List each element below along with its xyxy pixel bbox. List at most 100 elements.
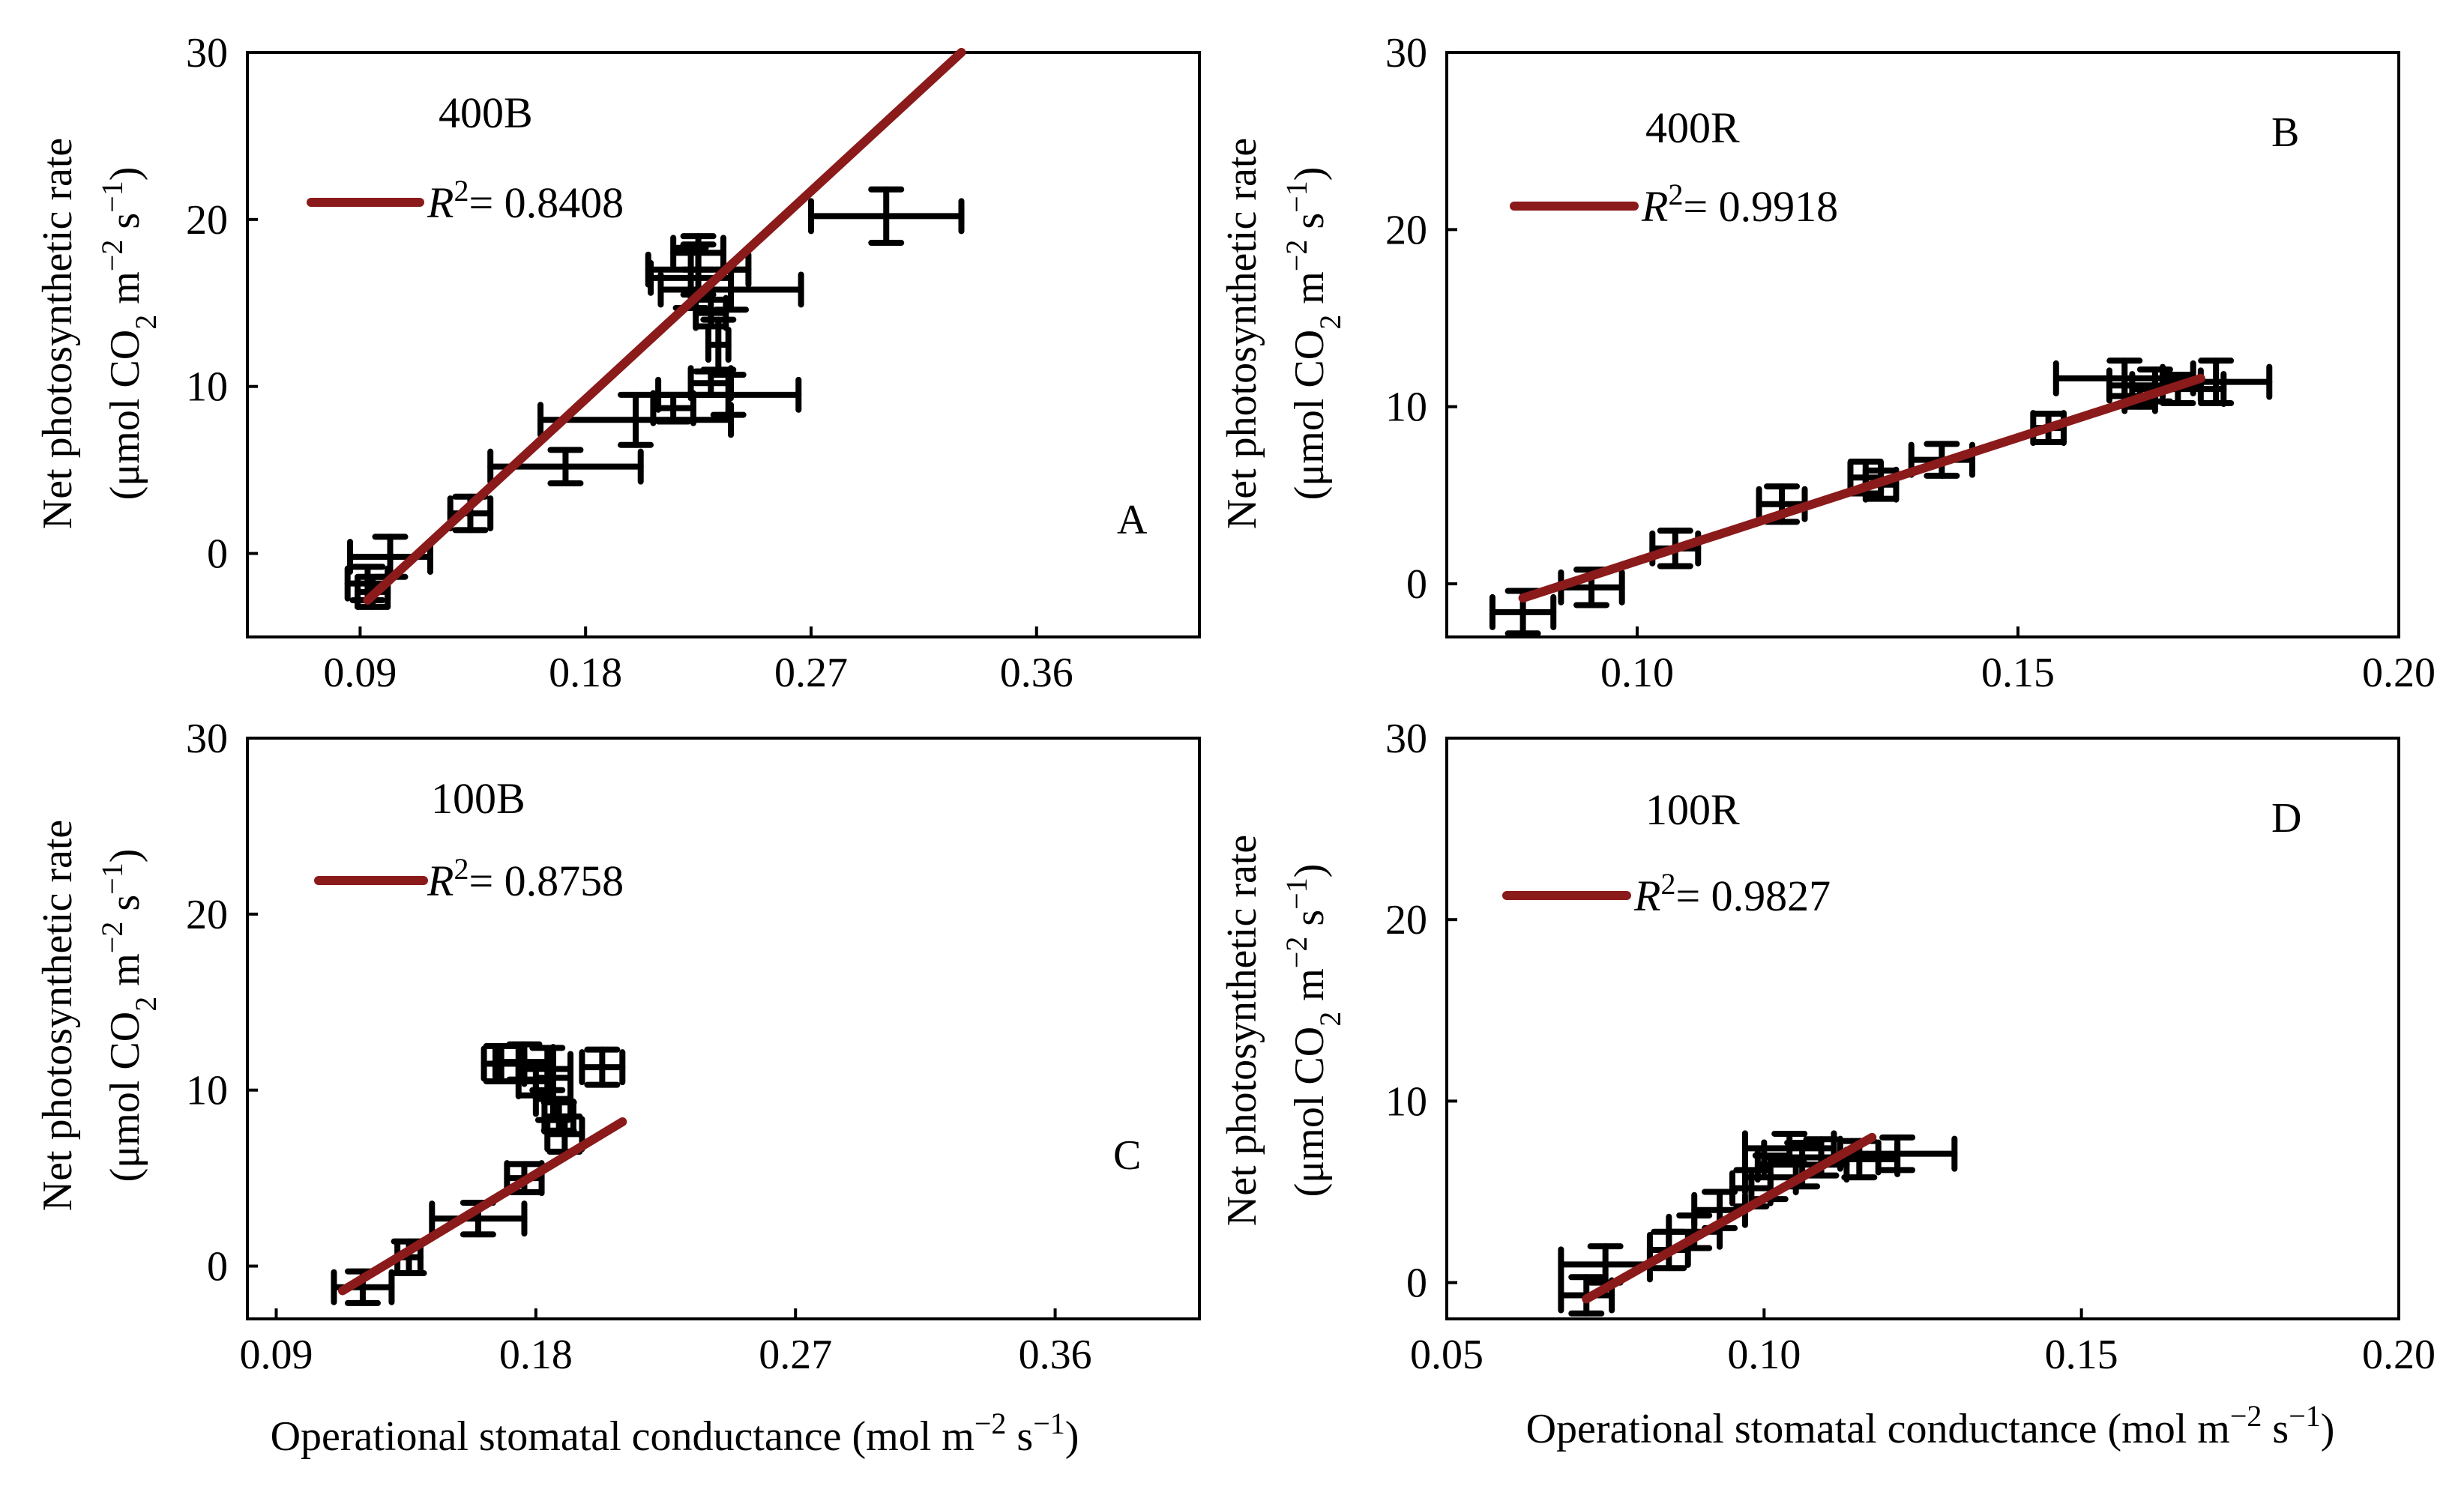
panel-c-r2-label: R2= 0.8758	[427, 852, 624, 906]
x-axis-label-left: Operational stomatal conductance (mol m−…	[271, 1407, 1079, 1461]
x-axis-label-right-mid: s	[2262, 1406, 2289, 1452]
panel-d-ytick-label: 20	[1385, 897, 1427, 943]
x-axis-label-left-mid: s	[1006, 1413, 1033, 1460]
panel-d-r2-symbol: R	[1633, 872, 1660, 920]
panel-d-r2-label: R2= 0.9827	[1633, 867, 1831, 921]
y-axis-labels: Net photosynthetic rate (μmol CO2 m−2 s−1…	[34, 138, 1347, 1227]
panel-b-data-point	[1558, 567, 1625, 608]
panel-a-y-axis-label-line2: (μmol CO2 m−2 s−1)	[95, 167, 163, 501]
panel-a-data-point	[670, 233, 726, 273]
panel-b-letter: B	[2271, 109, 2299, 156]
panel-b-fit-line	[1518, 373, 2205, 602]
panel-d-xtick-label: 0.10	[1727, 1332, 1801, 1378]
panel-a-data-point	[537, 391, 735, 448]
panel-c-xtick-label: 0.09	[239, 1332, 313, 1378]
panel-d-ytick-label: 10	[1385, 1078, 1427, 1125]
panel-d-fit-line	[1582, 1132, 1877, 1304]
panel-d-r2-sup: 2	[1660, 867, 1675, 901]
x-axis-label-right-end: )	[2321, 1406, 2335, 1452]
panel-a-ytick-label: 10	[186, 364, 228, 411]
panel-b-frame	[1445, 51, 2400, 638]
x-axis-label-left-end: )	[1065, 1413, 1079, 1460]
panel-d-ticks: 0.05 0.10 0.15 0.20 0 10 20 30	[1385, 716, 2436, 1378]
panel-d-data-point	[1558, 1243, 1653, 1286]
panel-c-title: 100B	[431, 774, 525, 823]
panel-d-xtick-label: 0.05	[1410, 1332, 1483, 1378]
panel-a-ytick-label: 30	[186, 30, 228, 76]
panel-a-y-axis-label-line1: Net photosynthetic rate	[34, 138, 81, 530]
panel-b-xtick-label: 0.15	[1981, 650, 2055, 696]
panel-a-xtick-label: 0.36	[1000, 650, 1073, 696]
panel-a-r2-value: = 0.8408	[469, 178, 624, 227]
panel-d-xtick-label: 0.15	[2045, 1332, 2118, 1378]
x-axis-label-left-sup2: −1	[1033, 1407, 1065, 1440]
panel-c-ticks: 0.09 0.18 0.27 0.36 0 10 20 30	[186, 716, 1092, 1378]
panel-d-frame	[1445, 737, 2400, 1320]
x-axis-label-right-sup2: −1	[2289, 1399, 2321, 1433]
panel-c-ytick-label: 20	[186, 892, 228, 938]
panel-a-r2-sup: 2	[454, 174, 469, 208]
panel-c-frame	[246, 737, 1201, 1320]
panel-a-frame	[246, 51, 1201, 638]
panel-a-xtick-label: 0.09	[323, 650, 397, 696]
panel-b-ticks: 0.10 0.15 0.20 0 10 20 30	[1385, 30, 2436, 696]
panel-d-y-axis-label-line1: Net photosynthetic rate	[1219, 835, 1265, 1227]
panel-b-ytick-label: 30	[1385, 30, 1427, 76]
panel-b: 0.10 0.15 0.20 0 10 20 30 400R R2= 0.9918 B	[1385, 30, 2436, 696]
panel-d-data-point	[1741, 1130, 1837, 1167]
panel-a-ytick-label: 20	[186, 197, 228, 244]
panel-b-r2-value: = 0.9918	[1683, 182, 1838, 231]
panel-a-xtick-label: 0.27	[774, 650, 848, 696]
panel-c-r2-symbol: R	[427, 857, 454, 905]
panel-a-r2-symbol: R	[427, 178, 454, 227]
panel-c-data-point	[579, 1046, 626, 1088]
panel-a-fit-line	[363, 48, 966, 605]
panel-a-r2-label: R2= 0.8408	[427, 174, 624, 228]
x-axis-label-right: Operational stomatal conductance (mol m−…	[1526, 1399, 2335, 1453]
panel-a-letter: A	[1117, 497, 1148, 543]
panel-c-letter: C	[1113, 1132, 1141, 1179]
panel-a-xtick-label: 0.18	[549, 650, 622, 696]
panel-c-data-point	[540, 1098, 577, 1135]
panel-b-ytick-label: 10	[1385, 384, 1427, 431]
panel-a-title: 400B	[439, 88, 533, 137]
panel-b-xtick-label: 0.20	[2362, 650, 2436, 696]
panel-b-xtick-label: 0.10	[1600, 650, 1674, 696]
panel-c-data-point	[521, 1045, 574, 1093]
panel-c-y-axis-label-line2: (μmol CO2 m−2 s−1)	[95, 849, 163, 1183]
panel-b-ytick-label: 20	[1385, 207, 1427, 253]
panel-a-data-point	[693, 295, 729, 331]
x-axis-label-left-sup1: −2	[975, 1407, 1007, 1440]
panel-b-r2-symbol: R	[1641, 182, 1668, 231]
panel-a-ticks: 0.09 0.18 0.27 0.36 0 10 20 30	[186, 30, 1073, 696]
panel-d-letter: D	[2271, 795, 2301, 842]
x-axis-label-right-sup1: −2	[2230, 1399, 2262, 1433]
panel-d-title: 100R	[1645, 785, 1740, 834]
panel-c-ytick-label: 10	[186, 1068, 228, 1114]
panel-b-y-axis-label-line2: (μmol CO2 m−2 s−1)	[1280, 167, 1347, 501]
panel-c-xtick-label: 0.27	[759, 1332, 832, 1378]
panel-d-xtick-label: 0.20	[2362, 1332, 2436, 1378]
panel-b-title: 400R	[1645, 103, 1740, 152]
panel-c-r2-value: = 0.8758	[469, 857, 624, 905]
panel-d-r2-value: = 0.9827	[1675, 872, 1831, 920]
panel-d-ytick-label: 30	[1385, 716, 1427, 762]
panel-d-y-axis-label-line2: (μmol CO2 m−2 s−1)	[1280, 864, 1347, 1197]
x-axis-label-left-main: Operational stomatal conductance (mol m	[271, 1413, 975, 1460]
panel-c-fit-line	[338, 1117, 627, 1296]
panel-a-data-point	[807, 186, 965, 247]
panel-a-ytick-label: 0	[207, 531, 228, 578]
panel-c-ytick-label: 30	[186, 716, 228, 762]
panel-c-xtick-label: 0.18	[499, 1332, 573, 1378]
panel-b-y-axis-label-line1: Net photosynthetic rate	[1219, 138, 1265, 530]
panel-c-r2-sup: 2	[454, 852, 469, 886]
panel-b-ytick-label: 0	[1406, 561, 1427, 608]
panel-c-xtick-label: 0.36	[1019, 1332, 1092, 1378]
panel-b-r2-sup: 2	[1668, 178, 1683, 211]
x-axis-label-right-main: Operational stomatal conductance (mol m	[1526, 1406, 2230, 1452]
